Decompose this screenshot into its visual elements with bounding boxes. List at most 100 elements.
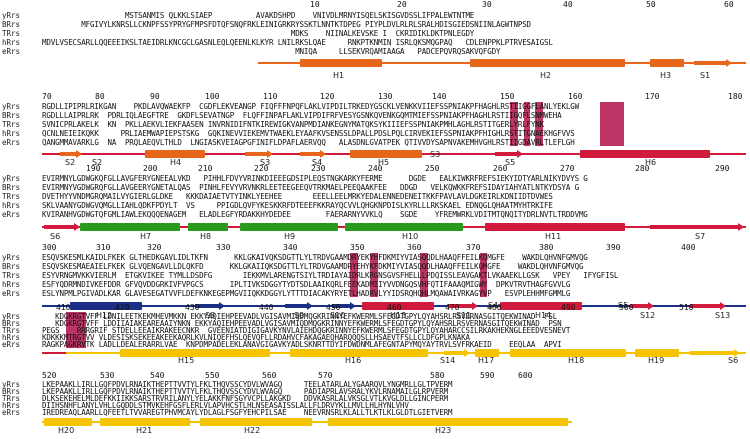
ss-label: H6: [645, 158, 657, 167]
species-label: TRrs: [2, 271, 21, 280]
sequence-text: ESLYNPMLPGIVADLKAR GLAVESEGATVVFLDEFKNKE…: [42, 289, 571, 298]
species-label: yRrs: [2, 380, 21, 389]
sequence-row: hRrs KDKKKMTRGTVV VLDESISKSEKEEAKEEKAQRLK…: [0, 333, 750, 342]
sequence-row: BRrs LKEPAAKLLIRLLGQFPDVLRNAIKTHEPTTVVTYL…: [0, 387, 750, 396]
sequence-row: BRrs EVIRMNYVGDWGRQFGLLAVGEERYGNETALQAS P…: [0, 183, 750, 192]
secondary-structure-line: [42, 352, 66, 354]
ruler-tick: 70: [42, 92, 52, 101]
helix-h16: [290, 349, 428, 357]
sequence-text: KDGKRGTVFF LDNILEETKEKMHEVMKKN EKKYAQIEH…: [42, 312, 558, 321]
sequence-text: LKEPAAKLLIRLLGQFPDVLRNAIKTHEPTTVVTYLFKLT…: [42, 380, 453, 389]
ruler-tick: 190: [86, 164, 101, 173]
ruler-tick: 400: [681, 243, 696, 252]
ruler-tick: 90: [150, 92, 160, 101]
sequence-text: DIIHSNHFLANYLVHLLGQDDLSTMVKEHFGSFLERLVLA…: [42, 401, 409, 410]
ruler-tick: 340: [283, 243, 298, 252]
species-label: BRrs: [2, 319, 21, 328]
ruler-tick: 280: [635, 164, 650, 173]
ruler-tick: 440: [259, 303, 274, 312]
ss-label: S3: [430, 150, 441, 159]
ss-label: S10: [330, 311, 346, 320]
ruler-tick: 380: [539, 243, 554, 252]
helix-h4: [145, 150, 205, 158]
helix-h11: [485, 223, 625, 231]
species-label: yRrs: [2, 11, 21, 20]
ruler-tick: 540: [150, 371, 165, 380]
ruler-tick: 480: [487, 303, 502, 312]
sequence-row: yRrs MSTSANMIS QLKKLSIAEP AVAKDSHPD VNIV…: [0, 11, 750, 20]
sequence-text: ESFYQDRMNDIVKEFDDR GFVQVDDGRKIVFVPGCS IP…: [42, 280, 571, 289]
helix-h14: [500, 302, 582, 310]
ss-label: S14: [440, 356, 456, 365]
species-label: hRrs: [2, 201, 21, 210]
sequence-text: ESQVSKESMAEAIELFKEK GLVQENGAVLLDLQKFD KK…: [42, 262, 584, 271]
position-ruler: 300 310 320 330 340 350 360 370 380 390 …: [0, 243, 750, 253]
helix-h18: [510, 349, 626, 357]
sequence-row: hRrs DIIHSNHFLANYLVHLLGQDDLSTMVKEHFGSFLER…: [0, 401, 750, 410]
helix-h10: [345, 223, 463, 231]
ruler-tick: 170: [645, 92, 660, 101]
conserved-highlight: [535, 102, 543, 146]
sequence-text: MSTSANMIS QLKKLSIAEP AVAKDSHPD VNIVDLMRN…: [42, 11, 475, 20]
sequence-row: hRrs MDVLVSECSARLLQQEEEIKSLTAEIDRLKNCGCLG…: [0, 38, 750, 47]
ss-label: S12: [640, 311, 656, 320]
species-label: TRrs: [2, 326, 21, 335]
species-label: eRrs: [2, 289, 21, 298]
ss-label: H14: [535, 311, 552, 320]
sequence-row: TRrs DLKSEKEHELMLDEFKKIIKKSARSTRVRILANYLY…: [0, 394, 750, 403]
species-label: TRrs: [2, 394, 21, 403]
ruler-tick: 60: [724, 0, 734, 9]
ruler-tick: 100: [205, 92, 220, 101]
ruler-tick: 30: [482, 0, 492, 9]
helix-h7: [80, 223, 180, 231]
sequence-row: eRrs RAGKPAGKRVTK LADLLDEALERARRLVAE KNPD…: [0, 340, 750, 349]
ruler-tick: 500: [619, 303, 634, 312]
sequence-text: MDKS NIINALKEVSKE I CKRIDIKLDKTPNLEGDY: [42, 29, 475, 38]
conserved-highlight: [510, 102, 518, 146]
sequence-text: ESQVSKESMLKAIDLFKEK GLTHEDKGAVLIDLTKFN K…: [42, 253, 588, 262]
sequence-text: KDGKRGTVFF LDDIIAIAKEAREAAIYNKN EKKYAQIE…: [42, 319, 562, 328]
helix-h19: [635, 349, 679, 357]
species-label: BRrs: [2, 111, 21, 120]
conserved-highlight: [480, 253, 487, 297]
ruler-tick: 460: [387, 303, 402, 312]
helix-h21: [100, 418, 190, 426]
ss-label: H22: [244, 426, 261, 435]
ruler-tick: 200: [143, 164, 158, 173]
sequence-row: hRrs QCNLNEIEIKQKK PRLIAEMWAPIEPSTSKG GQK…: [0, 129, 750, 138]
ss-label: S4: [488, 301, 499, 310]
species-label: yRrs: [2, 174, 21, 183]
ss-label: H12: [96, 311, 113, 320]
ss-label: H9: [284, 232, 296, 241]
sequence-text: LKEPAAKLLIRLLGQFPDVLRNAIKTHEPTTVVTYLFKLT…: [42, 387, 448, 396]
ss-label: S3: [260, 158, 271, 167]
species-label: BRrs: [2, 20, 21, 29]
ss-label: H4: [170, 158, 182, 167]
ss-label: H3: [660, 71, 672, 80]
helix-h17: [475, 349, 499, 357]
helix-h2: [470, 59, 625, 67]
ss-label: S2: [92, 158, 103, 167]
sequence-text: DVETHYYVNDMGRQMAILVYGIERLGLDKE KKKDAIAET…: [42, 192, 553, 201]
ruler-tick: 580: [430, 371, 445, 380]
helix-h12: [70, 302, 142, 310]
sequence-text: SVNICPRLAKELK KN PKLLAEKVLIEKFAASEN INVR…: [42, 120, 545, 129]
sequence-row: eRrs ESLYNPMLPGIVADLKAR GLAVESEGATVVFLDEF…: [0, 289, 750, 298]
position-ruler: 190 200 210 220 230 240 250 260 270 280 …: [0, 164, 750, 174]
sequence-text: IREDREAQLAARLLQFEETLTVVAREGTPHVMCAYLYDLA…: [42, 408, 453, 417]
species-label: BRrs: [2, 183, 21, 192]
ruler-tick: 210: [198, 164, 213, 173]
ruler-tick: 360: [407, 243, 422, 252]
position-ruler: 10 20 30 40 50 60: [0, 0, 750, 10]
helix-h6: [580, 150, 710, 158]
helix-h5: [350, 150, 422, 158]
ss-label: S11: [456, 311, 472, 320]
sequence-text: QCNLNEIEIKQKK PRLIAEMWAPIEPSTSKG GQKINEV…: [42, 129, 575, 138]
species-label: yRrs: [2, 253, 21, 262]
sequence-text: EVIRMNYLGDWGKQFGLLAVGFERYGNEEALVKD PIHHL…: [42, 174, 588, 183]
sequence-text: MNIQA LLSEKVRQAMIAAGA PADCEPQVRQSAKVQFGD…: [42, 47, 501, 56]
helix-h8: [188, 223, 228, 231]
sequence-text: KDKKKMTRGTVV VLDESISKSEKEEAKEEKAQRLKVLNI…: [42, 333, 470, 342]
sequence-text: SKLVAANYGDWGVQMGLLIAHLQDKFPDYLT VS PPIGD…: [42, 201, 553, 210]
sequence-row: yRrs LKEPAAKLLIRLLGQFPDVLRNAIKTHEPTTVVTYL…: [0, 380, 750, 389]
